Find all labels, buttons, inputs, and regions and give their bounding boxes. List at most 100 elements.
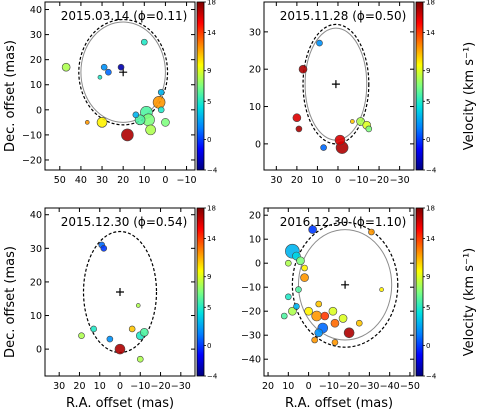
maser-spot [314, 328, 324, 338]
y-tick-label: −40 [241, 355, 261, 366]
center-cross [116, 288, 124, 296]
maser-spot [78, 332, 85, 339]
maser-spot [128, 325, 136, 333]
maser-spot [97, 74, 103, 80]
x-axis-title-left: R.A. offset (mas) [66, 396, 174, 411]
maser-spot [285, 293, 292, 301]
maser-spot [343, 327, 355, 339]
maser-spot [292, 113, 302, 123]
y-tick-label: 10 [30, 311, 42, 322]
maser-spot [365, 125, 373, 133]
x-tick-label: −10 [319, 381, 339, 392]
x-tick-label: 20 [73, 381, 85, 392]
axes-frame [263, 207, 415, 377]
colorbar-tick-label: 5 [207, 98, 211, 106]
y-axis-title-top: Dec. offset (mas) [3, 40, 18, 152]
maser-spot [135, 303, 141, 308]
plot-area [78, 230, 158, 363]
panel-4: 2016.12.30 (ϕ=1.10)20 10 0 −10 −20 −30 −40 −50−… [241, 205, 437, 393]
maser-spot [100, 245, 108, 252]
maser-spot [161, 118, 170, 127]
center-cross [331, 80, 340, 89]
maser-spot [280, 312, 288, 320]
maser-spot [288, 306, 297, 316]
maser-spot [117, 63, 125, 71]
x-tick-label: −20 [369, 175, 389, 186]
maser-spot [90, 325, 97, 333]
colorbar-tick-label: 0 [426, 342, 430, 350]
y-tick-label: 20 [249, 211, 261, 222]
maser-spot [96, 117, 108, 128]
maser-spot [296, 256, 305, 266]
maser-spot [308, 225, 317, 234]
panel-title: 2015.12.30 (ϕ=0.54) [61, 215, 188, 229]
colorbar-tick-label: 0 [207, 136, 211, 144]
x-tick-label: −10 [177, 175, 197, 186]
maser-spot [293, 303, 300, 310]
maser-spot [152, 95, 166, 109]
colorbar-tick-label: 0 [426, 136, 430, 144]
colorbar-tick-label: −4 [207, 167, 218, 175]
colorbar-title-top: Velocity (km s⁻¹) [462, 42, 477, 150]
y-tick-label: 30 [30, 30, 42, 41]
y-tick-label: 10 [249, 235, 261, 246]
maser-spot [100, 63, 108, 71]
colorbar-tick-label: 9 [426, 273, 430, 281]
plot-area [61, 18, 170, 142]
colorbar-tick-label: 5 [426, 98, 430, 106]
colorbar-title-bottom: Velocity (km s⁻¹) [462, 248, 477, 356]
colorbar-tick-label: 0 [207, 342, 211, 350]
maser-spot [334, 134, 346, 146]
x-tick-label: 0 [306, 381, 312, 392]
x-tick-label: −20 [339, 381, 359, 392]
x-tick-label: 40 [75, 175, 87, 186]
colorbar-tick-label: 14 [426, 29, 435, 37]
y-tick-label: 30 [30, 244, 42, 255]
maser-spot [350, 119, 355, 124]
x-tick-label: −30 [390, 175, 410, 186]
y-tick-label: 0 [36, 345, 42, 356]
maser-spot [105, 68, 112, 76]
maser-spot [301, 264, 308, 272]
y-tick-label: 40 [30, 5, 42, 16]
maser-spot [285, 259, 292, 267]
colorbar-tick-label: 18 [207, 0, 216, 7]
maser-spot [114, 343, 126, 355]
maser-spot [121, 128, 134, 142]
plot-area [292, 23, 373, 154]
y-tick-label: 20 [30, 55, 42, 66]
x-tick-label: 30 [270, 175, 282, 186]
x-tick-label: 10 [282, 381, 294, 392]
fitted-circle-dashed [302, 23, 370, 145]
axes-frame [263, 1, 415, 171]
colorbar-tick-label: 18 [426, 205, 435, 213]
x-tick-label: −50 [400, 381, 420, 392]
x-tick-label: 50 [54, 175, 66, 186]
maser-spot [295, 286, 302, 293]
x-tick-label: 20 [291, 175, 303, 186]
x-tick-label: 20 [117, 175, 129, 186]
y-tick-label: 40 [30, 210, 42, 221]
panel-1: 2015.03.14 (ϕ=0.11)50 40 30 20 10 0 −10−20−100… [22, 0, 218, 186]
panel-title: 2016.12.30 (ϕ=1.10) [280, 215, 407, 229]
y-tick-label: 20 [30, 277, 42, 288]
maser-spot [316, 39, 323, 47]
y-tick-label: −20 [22, 155, 42, 166]
center-cross [341, 280, 350, 289]
maser-spot [157, 88, 165, 96]
x-tick-label: 30 [96, 175, 108, 186]
colorbar-tick-label: 14 [207, 29, 216, 37]
colorbar: −4 0 5 9 14 18 [415, 205, 437, 381]
maser-spot [311, 310, 323, 322]
colorbar-tick-label: −4 [426, 373, 437, 381]
fitted-circle-dashed [291, 221, 399, 348]
colorbar-gradient [196, 207, 205, 377]
x-axis-title-right: R.A. offset (mas) [285, 396, 393, 411]
colorbar-gradient [415, 207, 424, 377]
panel-2: 2015.11.28 (ϕ=0.50) 30 20 10 0 −10 −20 −30 0 10 20… [249, 0, 437, 186]
colorbar: −4 0 5 9 14 18 [196, 0, 218, 175]
colorbar-tick-label: −4 [207, 373, 218, 381]
y-tick-label: −20 [241, 307, 261, 318]
x-tick-label: −10 [348, 175, 368, 186]
